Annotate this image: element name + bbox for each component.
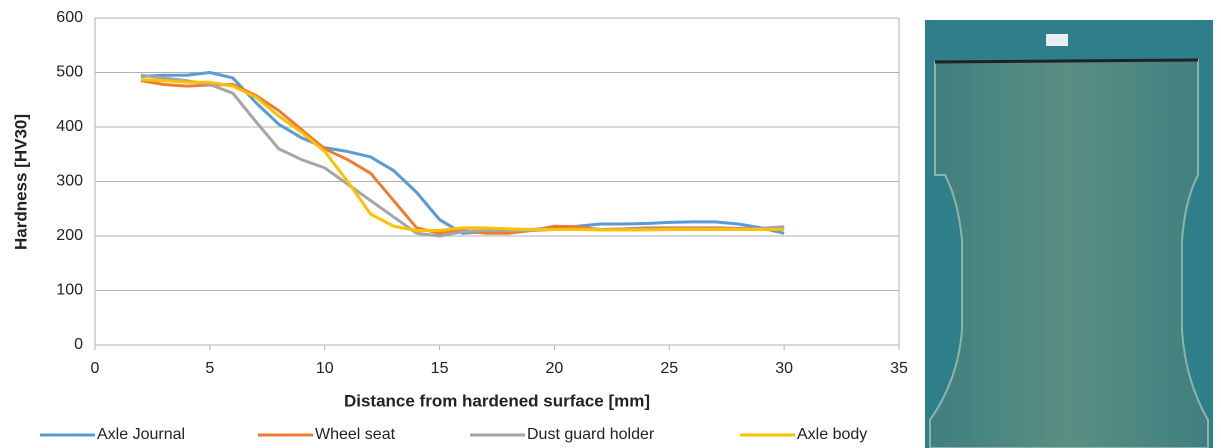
y-tick-label: 200 — [56, 227, 83, 244]
series-line — [140, 78, 785, 233]
x-tick-label: 35 — [890, 360, 908, 377]
x-tick-label: 10 — [316, 360, 334, 377]
x-tick-label: 15 — [431, 360, 449, 377]
y-tick-label: 500 — [56, 64, 83, 81]
legend-label: Axle body — [797, 426, 867, 443]
x-tick-label: 25 — [660, 360, 678, 377]
legend-label: Axle Journal — [97, 426, 185, 443]
y-tick-label: 100 — [56, 282, 83, 299]
x-tick-label: 0 — [91, 360, 100, 377]
y-tick-label: 600 — [56, 9, 83, 26]
series-line — [140, 79, 785, 235]
series-line — [140, 73, 785, 238]
y-tick-label: 300 — [56, 173, 83, 190]
specimen-photo — [925, 20, 1213, 448]
plot-frame — [94, 17, 900, 346]
y-tick-label: 0 — [74, 336, 83, 353]
y-tick-label: 400 — [56, 118, 83, 135]
x-tick-label: 30 — [775, 360, 793, 377]
y-axis-title: Hardness [HV30] — [11, 114, 30, 250]
x-tick-label: 20 — [546, 360, 564, 377]
x-tick-label: 5 — [205, 360, 214, 377]
legend-label: Dust guard holder — [527, 426, 655, 443]
x-axis-title: Distance from hardened surface [mm] — [344, 391, 650, 410]
legend-label: Wheel seat — [315, 426, 396, 443]
